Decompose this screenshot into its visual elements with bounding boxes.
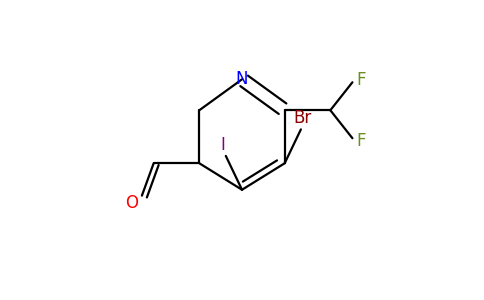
- Text: F: F: [357, 71, 366, 89]
- Text: O: O: [125, 194, 138, 212]
- Text: Br: Br: [293, 109, 312, 127]
- Text: I: I: [220, 136, 225, 154]
- Text: F: F: [357, 132, 366, 150]
- Text: N: N: [236, 70, 248, 88]
